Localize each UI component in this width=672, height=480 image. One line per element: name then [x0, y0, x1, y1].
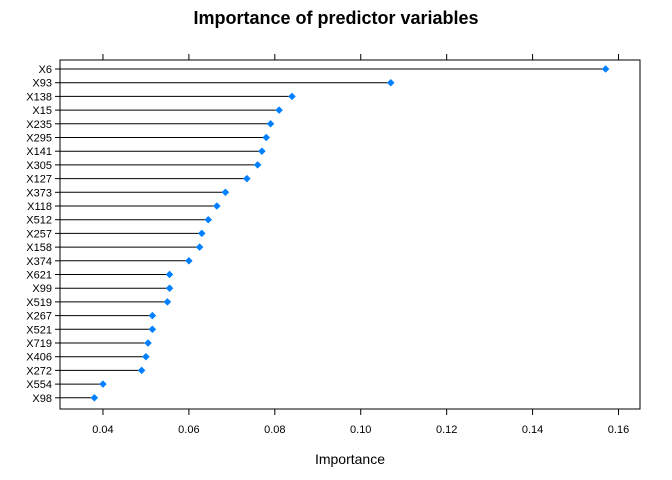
y-tick-label: X272 — [26, 365, 52, 377]
y-tick-label: X305 — [26, 160, 52, 172]
point-X719 — [144, 339, 152, 347]
point-X621 — [165, 270, 174, 279]
y-tick-label: X519 — [26, 297, 52, 309]
x-tick-label: 0.10 — [350, 424, 371, 436]
y-tick-label: X127 — [26, 174, 52, 186]
point-X267 — [148, 311, 157, 320]
point-X519 — [163, 298, 172, 306]
y-tick-label: X719 — [26, 338, 52, 350]
point-X93 — [386, 78, 395, 87]
y-tick-label: X118 — [27, 201, 52, 213]
point-X305 — [253, 161, 262, 169]
x-tick-label: 0.14 — [522, 424, 543, 436]
point-X257 — [197, 229, 206, 238]
point-X138 — [288, 92, 296, 101]
y-tick-label: X98 — [32, 393, 52, 405]
plot-frame — [59, 59, 641, 410]
y-tick-label: X373 — [26, 187, 52, 199]
stems — [60, 68, 606, 399]
point-X15 — [275, 106, 283, 114]
point-X554 — [99, 380, 107, 388]
y-tick-label: X621 — [26, 270, 52, 282]
point-X141 — [258, 147, 266, 156]
point-X374 — [185, 256, 193, 265]
point-X521 — [148, 325, 157, 334]
point-X99 — [165, 284, 174, 293]
point-X158 — [195, 243, 204, 251]
point-X127 — [243, 174, 251, 183]
y-tick-label: X554 — [26, 379, 52, 391]
y-tick-label: X267 — [26, 311, 52, 323]
y-tick-label: X374 — [26, 256, 52, 268]
x-axis: 0.04 0.06 0.08 0.10 0.12 0.14 0.16 — [92, 409, 629, 436]
point-X98 — [90, 393, 99, 402]
point-X512 — [204, 215, 213, 224]
point-X6 — [601, 65, 610, 73]
y-tick-label: X257 — [26, 228, 52, 240]
x-tick-label: 0.08 — [264, 424, 285, 436]
y-tick-label: X512 — [26, 215, 52, 227]
chart-title: Importance of predictor variables — [193, 8, 478, 28]
y-tick-label: X521 — [26, 324, 52, 336]
y-tick-label: X99 — [32, 283, 52, 295]
y-tick-label: X93 — [32, 78, 52, 90]
point-X118 — [212, 202, 221, 210]
data-points — [90, 65, 610, 402]
y-tick-label: X15 — [32, 105, 52, 117]
point-X295 — [262, 133, 271, 142]
point-X373 — [221, 188, 230, 197]
x-tick-label: 0.06 — [178, 424, 199, 436]
y-tick-label: X141 — [26, 146, 52, 158]
point-X235 — [266, 119, 275, 128]
x-tick-label: 0.04 — [92, 424, 113, 436]
x-tick-label: 0.12 — [436, 424, 457, 436]
y-tick-label: X406 — [26, 352, 52, 364]
y-tick-label: X295 — [26, 133, 52, 145]
top-axis-ticks — [102, 54, 620, 60]
y-tick-label: X6 — [39, 64, 52, 76]
point-X272 — [137, 366, 146, 375]
y-tick-label: X158 — [26, 242, 52, 254]
y-tick-label: X235 — [26, 119, 52, 131]
point-X406 — [142, 352, 150, 361]
x-tick-label: 0.16 — [608, 424, 629, 436]
y-tick-label: X138 — [26, 91, 52, 103]
x-axis-label: Importance — [315, 451, 385, 467]
